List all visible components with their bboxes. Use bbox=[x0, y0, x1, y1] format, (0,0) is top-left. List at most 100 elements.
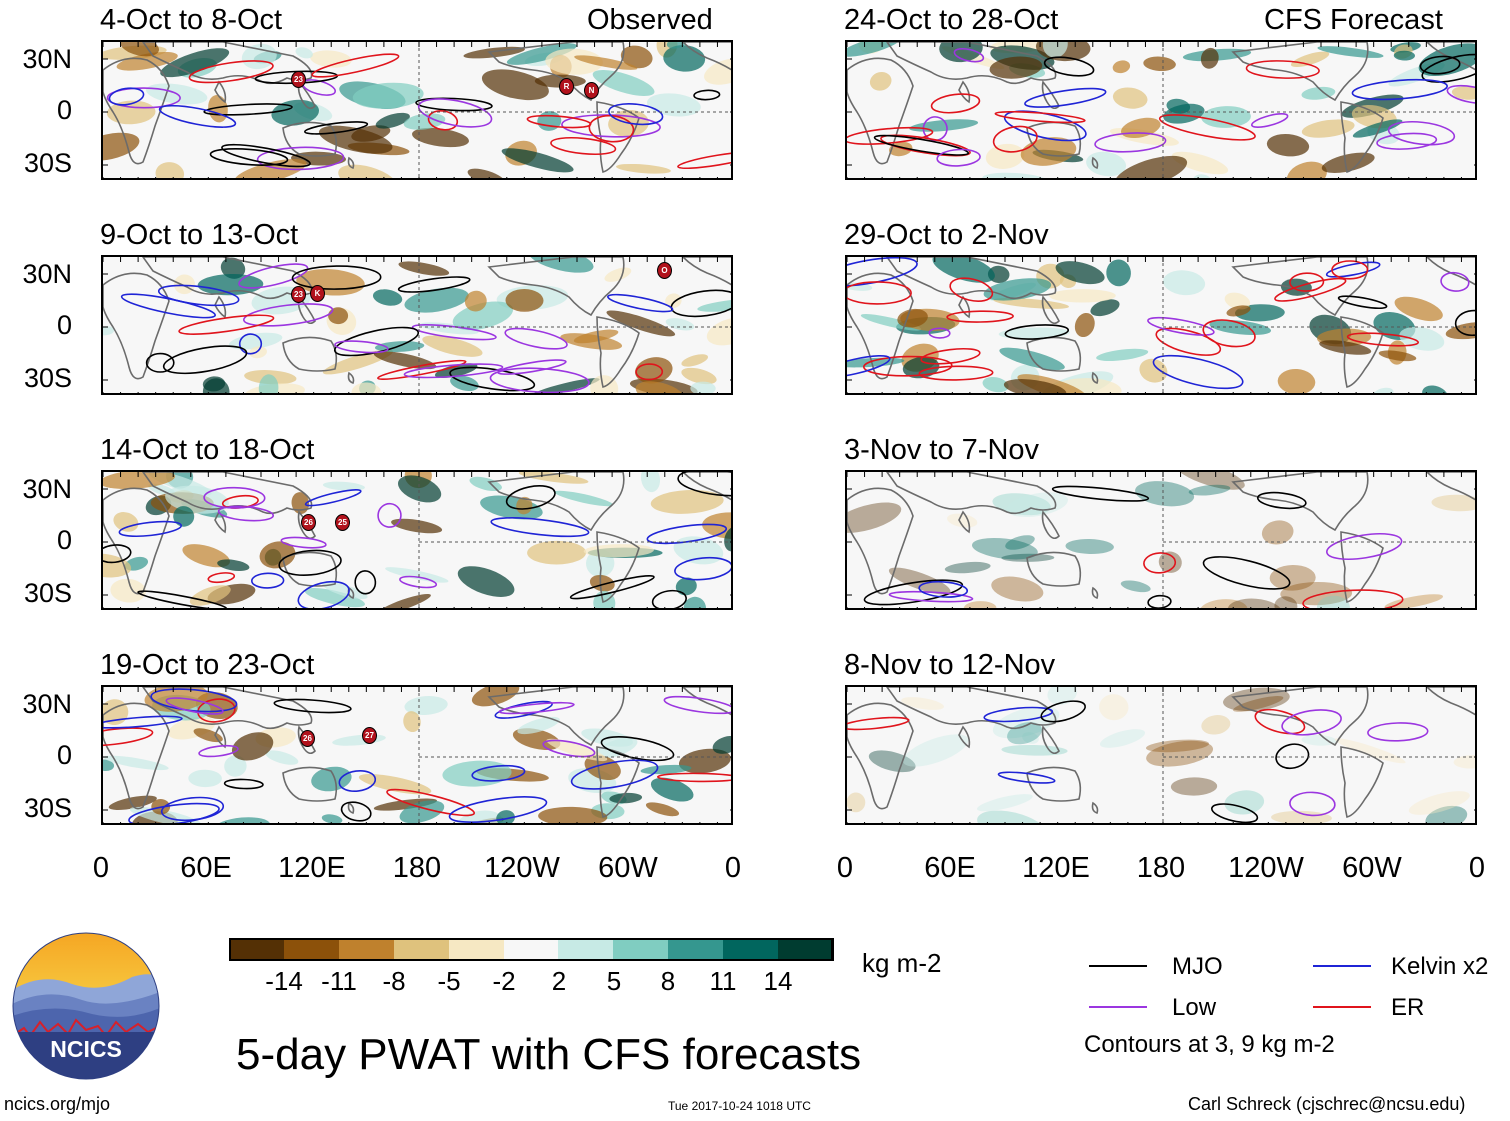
pwat-anomaly-blob bbox=[332, 734, 386, 746]
anomaly-contour bbox=[137, 590, 228, 608]
coastline bbox=[681, 687, 731, 716]
pwat-anomaly-blob bbox=[1086, 151, 1127, 177]
anomaly-contour bbox=[471, 764, 526, 782]
pwat-anomaly-blob bbox=[706, 317, 731, 346]
lat-label-0: 0 bbox=[56, 95, 72, 125]
anomaly-contour bbox=[145, 352, 175, 373]
anomaly-contour bbox=[918, 365, 994, 381]
anomaly-contour bbox=[377, 359, 467, 381]
lat-label-30s: 30S bbox=[23, 793, 72, 823]
anomaly-contour bbox=[256, 146, 345, 171]
pwat-anomaly-blob bbox=[258, 374, 279, 393]
anomaly-contour bbox=[1289, 791, 1336, 817]
anomaly-contour bbox=[108, 87, 145, 106]
pwat-anomaly-blob bbox=[471, 687, 520, 707]
pwat-anomaly-blob bbox=[202, 378, 230, 393]
pwat-anomaly-blob bbox=[322, 481, 365, 491]
coastline bbox=[214, 80, 227, 104]
anomaly-contour bbox=[118, 520, 183, 538]
pwat-anomaly-blob bbox=[1316, 595, 1350, 608]
pwat-anomaly-blob bbox=[640, 472, 661, 493]
lat-label-30n: 30N bbox=[22, 259, 72, 289]
storm-marker: 23 bbox=[291, 71, 306, 88]
pwat-anomaly-blob bbox=[1175, 472, 1245, 490]
pwat-anomaly-blob bbox=[901, 697, 945, 710]
pwat-anomaly-blob bbox=[457, 566, 515, 597]
colorbar-tick: 8 bbox=[660, 966, 676, 996]
coastline bbox=[282, 766, 338, 802]
anomaly-contour bbox=[377, 502, 402, 528]
legend-kelvin-label: Kelvin x2 bbox=[1391, 953, 1489, 980]
anomaly-contour bbox=[542, 739, 596, 758]
lon-label-0: 0 bbox=[724, 852, 742, 884]
anomaly-contour bbox=[103, 544, 132, 564]
anomaly-contour bbox=[1211, 803, 1259, 823]
pwat-anomaly-blob bbox=[606, 310, 676, 337]
anomaly-contour bbox=[1440, 271, 1470, 292]
storm-marker: 27 bbox=[362, 727, 377, 744]
footer-url[interactable]: ncics.org/mjo bbox=[4, 1094, 111, 1114]
pwat-anomaly-blob bbox=[322, 582, 368, 600]
pwat-anomaly-blob bbox=[963, 601, 997, 608]
anomaly-contour bbox=[863, 579, 964, 606]
lat-label-30s: 30S bbox=[23, 363, 72, 393]
pwat-anomaly-blob bbox=[635, 357, 673, 384]
panel-title-observed-1: 4-Oct to 8-Oct bbox=[100, 4, 283, 36]
pwat-anomaly-blob bbox=[1319, 340, 1372, 355]
map-panel-forecast-1 bbox=[845, 40, 1477, 180]
lon-label-120e: 120E bbox=[1022, 852, 1090, 884]
pwat-anomaly-blob bbox=[1274, 596, 1298, 608]
pwat-anomaly-blob bbox=[673, 536, 724, 565]
pwat-anomaly-blob bbox=[1418, 43, 1475, 77]
coastline bbox=[103, 487, 170, 595]
anomaly-contour bbox=[178, 314, 275, 335]
lon-label-120w: 120W bbox=[484, 852, 560, 884]
ncics-logo: NCICS bbox=[12, 932, 160, 1080]
pwat-anomaly-blob bbox=[1453, 755, 1475, 769]
anomaly-contour bbox=[242, 303, 334, 327]
pwat-anomaly-blob bbox=[110, 578, 146, 603]
panel-title-observed-2: 9-Oct to 13-Oct bbox=[100, 219, 299, 251]
pwat-anomaly-blob bbox=[188, 769, 222, 788]
anomaly-contour bbox=[238, 333, 263, 355]
pwat-anomaly-blob bbox=[452, 301, 514, 331]
anomaly-contour bbox=[992, 125, 1038, 153]
anomaly-contour bbox=[1326, 532, 1403, 561]
coastline bbox=[1231, 257, 1369, 317]
pwat-anomaly-blob bbox=[1099, 694, 1129, 721]
pwat-anomaly-blob bbox=[385, 567, 449, 583]
anomaly-contour bbox=[588, 114, 635, 143]
cfs-forecast-label: CFS Forecast bbox=[1264, 4, 1443, 36]
legend-low-label: Low bbox=[1172, 994, 1217, 1021]
panel-title-forecast-1: 24-Oct to 28-Oct bbox=[844, 4, 1059, 36]
storm-marker: O bbox=[657, 262, 672, 279]
map-panel-observed-1 bbox=[101, 40, 733, 180]
pwat-anomaly-blob bbox=[304, 587, 365, 608]
anomaly-contour bbox=[238, 263, 309, 289]
map-canvas bbox=[103, 257, 731, 393]
pwat-anomaly-blob bbox=[683, 596, 707, 608]
anomaly-contour bbox=[490, 517, 590, 538]
pwat-anomaly-blob bbox=[560, 333, 623, 350]
pwat-anomaly-blob bbox=[1384, 594, 1444, 608]
coastline bbox=[347, 156, 355, 170]
lon-label-60w: 60W bbox=[598, 852, 658, 884]
pwat-anomaly-blob bbox=[1269, 564, 1316, 591]
pwat-anomaly-blob bbox=[1393, 50, 1415, 61]
pwat-anomaly-blob bbox=[991, 576, 1044, 602]
anomaly-contour bbox=[677, 472, 731, 497]
map-panel-forecast-2 bbox=[845, 255, 1477, 395]
map-canvas bbox=[103, 42, 731, 178]
anomaly-contour bbox=[646, 523, 728, 545]
pwat-anomaly-blob bbox=[173, 506, 195, 527]
pwat-anomaly-blob bbox=[467, 168, 506, 178]
coastline bbox=[596, 746, 640, 818]
coastline bbox=[487, 472, 625, 532]
pwat-anomaly-blob bbox=[1280, 581, 1353, 606]
pwat-anomaly-blob bbox=[403, 711, 421, 733]
anomaly-contour bbox=[203, 103, 293, 116]
anomaly-contour bbox=[334, 340, 389, 354]
pwat-anomaly-blob bbox=[1451, 86, 1475, 100]
anomaly-contour bbox=[847, 354, 891, 379]
panel-title-forecast-2: 29-Oct to 2-Nov bbox=[844, 219, 1049, 251]
